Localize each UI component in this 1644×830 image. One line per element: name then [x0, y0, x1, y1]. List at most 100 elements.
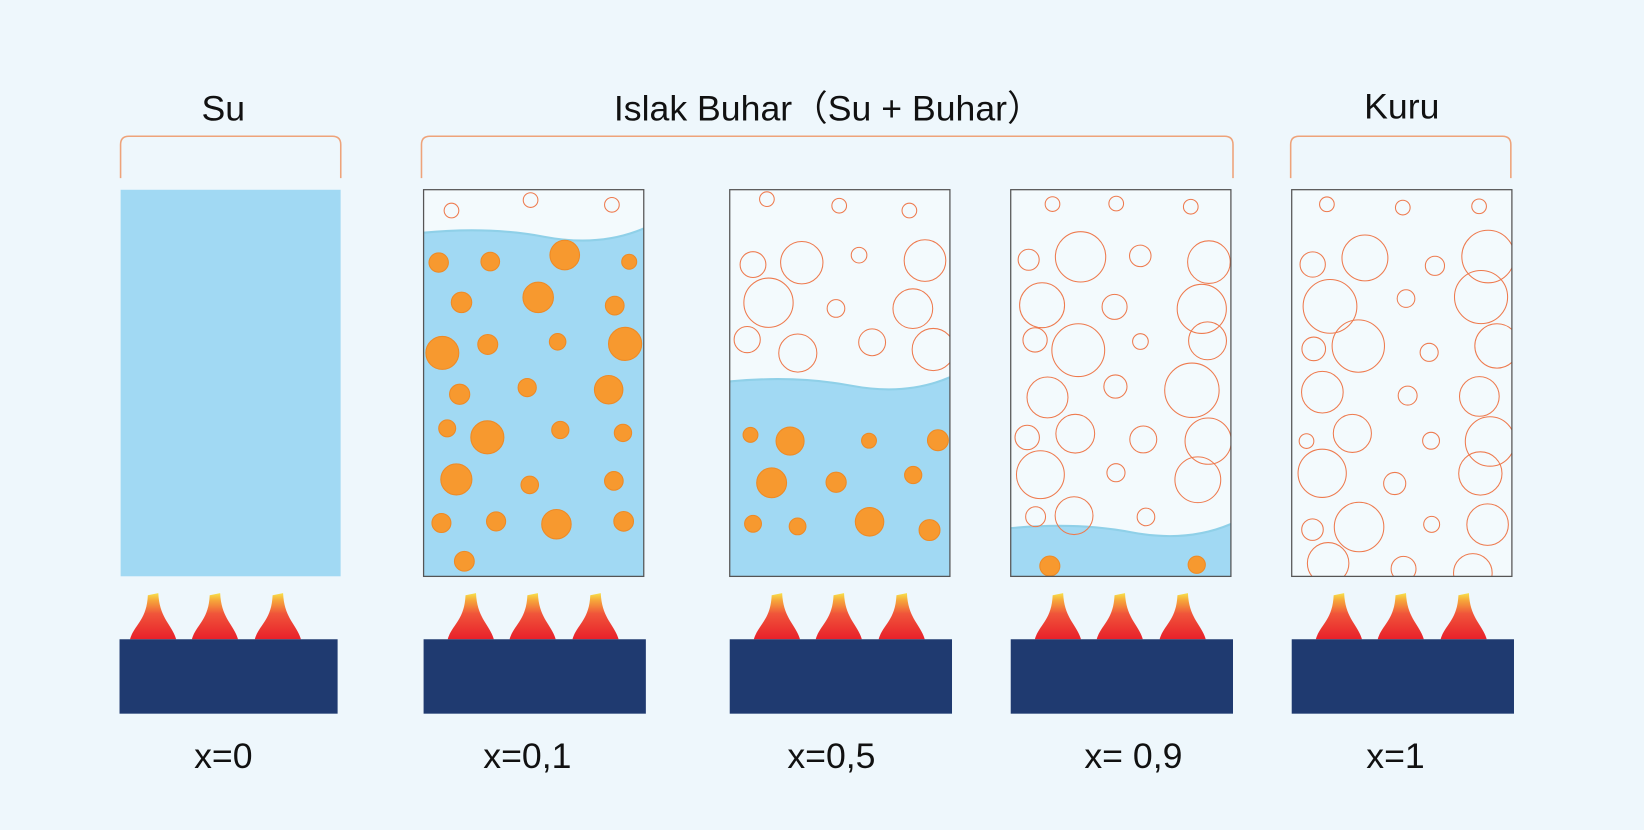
vapor-bubble — [1188, 321, 1228, 361]
vapor-bubble — [1302, 278, 1358, 334]
vessel-content — [729, 189, 950, 577]
flame — [191, 593, 239, 640]
liquid-bubble — [440, 463, 473, 496]
vapor-bubble — [1461, 229, 1512, 284]
vapor-bubble — [1301, 370, 1344, 414]
vapor-bubble — [1026, 376, 1069, 419]
liquid-bubble — [453, 550, 475, 572]
vapor-bubble — [1132, 333, 1149, 350]
vapor-bubble — [1014, 424, 1040, 451]
liquid-bubble — [520, 475, 540, 495]
vapor-bubble — [911, 327, 950, 372]
burner-base — [1010, 639, 1233, 714]
quality-label: x=0 — [194, 736, 252, 776]
vapor-bubble — [1129, 244, 1152, 268]
flame — [878, 593, 925, 640]
flame — [572, 593, 619, 640]
liquid-bubble — [744, 514, 762, 533]
liquid-bubble — [607, 326, 643, 361]
vessel-fill — [1291, 189, 1512, 577]
vessels — [119, 189, 1514, 714]
vapor-bubble — [1174, 456, 1222, 504]
vessel-content — [1010, 189, 1231, 577]
flame — [447, 593, 494, 640]
burner-base — [423, 639, 646, 714]
vessel-fill — [1010, 189, 1231, 577]
vessel — [1010, 189, 1233, 714]
vapor-bubble — [831, 197, 848, 214]
liquid-bubble — [541, 508, 572, 540]
vessel — [422, 189, 646, 714]
liquid-bubble — [613, 510, 635, 532]
vapor-bubble — [1424, 255, 1446, 276]
flame — [1440, 593, 1487, 640]
vapor-bubble — [522, 192, 539, 208]
flame — [1315, 593, 1362, 640]
liquid-bubble — [480, 251, 501, 272]
vapor-bubble — [443, 202, 460, 219]
liquid-bubble — [551, 420, 570, 440]
vapor-bubble — [1019, 282, 1066, 329]
vapor-bubble — [1129, 425, 1158, 454]
vapor-bubble — [780, 240, 824, 285]
water-surface — [423, 227, 644, 242]
vapor-bubble — [1422, 431, 1441, 450]
bracket — [119, 135, 342, 179]
liquid-bubble — [854, 507, 885, 537]
vapor-bubble — [778, 333, 818, 373]
vapor-bubble — [1397, 385, 1418, 406]
vessel-content — [1291, 189, 1512, 577]
vapor-bubble — [1464, 416, 1512, 467]
liquid-bubble — [918, 519, 941, 542]
vessel — [119, 189, 341, 714]
vapor-bubble — [1333, 501, 1385, 553]
liquid-bubble — [485, 511, 507, 532]
liquid-bubble — [788, 517, 807, 536]
vapor-bubble — [1341, 234, 1389, 282]
vessel-border — [422, 189, 645, 578]
liquid-bubble — [604, 295, 625, 316]
vapor-bubble — [1453, 269, 1509, 325]
water — [423, 228, 644, 577]
liquid-bubble — [604, 471, 624, 491]
liquid-bubble — [621, 253, 638, 270]
vapor-bubble — [1332, 413, 1372, 453]
liquid-bubble — [613, 423, 633, 443]
quality-label: x= 0,9 — [1084, 736, 1182, 776]
vapor-bubble — [1108, 195, 1125, 212]
vapor-bubble — [1458, 376, 1500, 417]
vessel-content — [120, 189, 341, 577]
vessel-border — [1010, 189, 1232, 578]
liquid-bubble — [775, 426, 805, 456]
vessel — [729, 189, 953, 714]
vapor-bubble — [1383, 471, 1407, 496]
vapor-bubble — [1176, 283, 1227, 334]
burner-base — [119, 639, 338, 714]
vapor-bubble — [1025, 506, 1047, 528]
liquid-bubble — [756, 467, 788, 499]
liquid-bubble — [548, 332, 567, 351]
vapor-bubble — [1471, 198, 1487, 215]
water — [1010, 523, 1231, 577]
liquid-bubble — [431, 512, 452, 534]
vapor-bubble — [903, 239, 947, 282]
vapor-bubble — [1044, 196, 1061, 212]
vapor-bubble — [1136, 507, 1156, 527]
bracket — [1289, 135, 1512, 179]
vapor-bubble — [826, 299, 846, 318]
liquid-bubble — [428, 252, 449, 273]
vapor-bubble — [1474, 323, 1512, 369]
vapor-bubble — [901, 202, 918, 219]
vessel-content — [423, 189, 644, 577]
vessel — [1291, 189, 1514, 714]
vapor-bubble — [1103, 374, 1128, 399]
vapor-bubble — [733, 325, 761, 354]
vapor-bubble — [1331, 319, 1386, 373]
vapor-bubble — [1187, 240, 1231, 284]
liquid-bubble — [1039, 555, 1061, 577]
vapor-bubble — [1022, 327, 1048, 353]
liquid-bubble — [425, 335, 460, 370]
vapor-bubble — [1458, 451, 1503, 496]
